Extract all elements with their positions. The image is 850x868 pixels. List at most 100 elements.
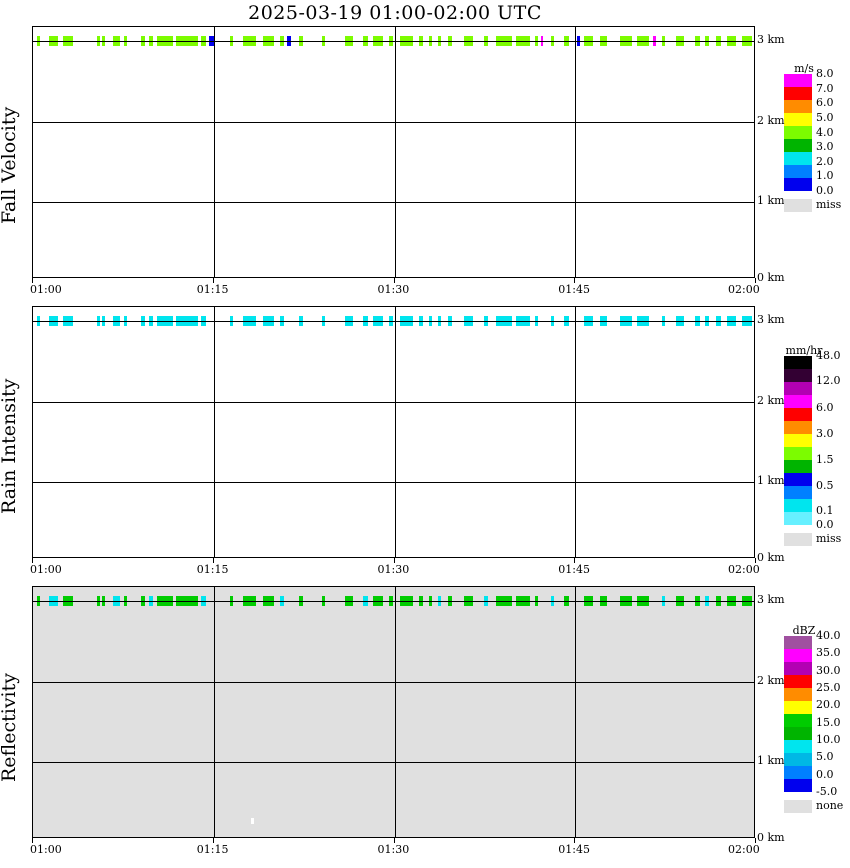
colorbar-tick-label: 0.1 xyxy=(816,504,834,518)
colorbar-swatch xyxy=(784,499,812,512)
colorbar-swatch xyxy=(784,165,812,178)
colorbar-missing-label: miss xyxy=(816,198,842,211)
x-axis-tick xyxy=(574,558,576,563)
colorbar-swatch xyxy=(784,356,812,369)
gridline-horizontal xyxy=(33,600,754,602)
x-axis-tick xyxy=(212,558,214,563)
colorbar-swatch xyxy=(784,178,812,191)
colorbar-tick-label: 0.0 xyxy=(816,184,834,197)
colorbar-swatch xyxy=(784,473,812,486)
colorbar-swatch xyxy=(784,447,812,460)
gridline-vertical xyxy=(575,27,577,277)
colorbar-swatch xyxy=(784,369,812,382)
y-axis-tick-label: 2 km xyxy=(757,393,785,407)
x-axis-tick-label: 01:30 xyxy=(377,843,410,856)
panel-fall-velocity xyxy=(32,26,755,278)
colorbar-swatch xyxy=(784,740,812,753)
gridline-horizontal xyxy=(33,762,754,764)
colorbar-swatch xyxy=(784,113,812,126)
gridline-vertical xyxy=(394,307,396,557)
colorbar-swatch xyxy=(784,779,812,792)
y-axis-tick-label: 3 km xyxy=(757,312,785,326)
colorbar-rain-intensity: 0.0 0.1 0.5 1.5 3.0 6.0 12.0 48.0 xyxy=(784,349,841,531)
x-axis-tick xyxy=(393,558,395,563)
colorbar-tick-label: 0.0 xyxy=(816,518,834,531)
colorbar-swatch xyxy=(784,434,812,447)
data-layer-fall-velocity xyxy=(33,27,754,277)
x-axis-tick-label: 01:45 xyxy=(558,283,590,296)
colorbar-swatch xyxy=(784,688,812,701)
colorbar-tick-label: 0.5 xyxy=(816,479,834,493)
axis-title-reflectivity: Reflectivity xyxy=(0,673,20,783)
gridline-vertical xyxy=(575,307,577,557)
x-axis-tick-label: 01:30 xyxy=(377,283,410,296)
x-axis-tick-label: 01:45 xyxy=(558,843,590,856)
colorbar-swatch xyxy=(784,126,812,139)
y-axis-tick-label: 1 km xyxy=(757,474,785,488)
y-axis-tick-label: 1 km xyxy=(757,194,785,208)
x-axis-tick-label: 02:00 xyxy=(728,563,760,576)
colorbar-reflectivity: -5.0 0.0 5.0 10.0 15.0 20.0 25.0 30.0 35.0 40.0 xyxy=(784,629,841,798)
gridline-vertical xyxy=(394,587,396,837)
gridline-horizontal xyxy=(33,681,754,683)
x-axis-tick xyxy=(212,278,214,283)
colorbar-swatch xyxy=(784,87,812,100)
axis-title-rain-intensity: Rain Intensity xyxy=(0,378,20,514)
colorbar-tick-label: 5.0 xyxy=(816,750,834,764)
colorbar-swatch xyxy=(784,649,812,662)
x-axis-tick xyxy=(755,558,756,563)
y-axis-tick-label: 0 km xyxy=(757,831,785,844)
colorbar-tick-label: 4.0 xyxy=(816,125,834,139)
colorbar-tick-label: 5.0 xyxy=(816,110,834,124)
gridline-horizontal xyxy=(33,482,754,484)
colorbar-swatch xyxy=(784,727,812,740)
colorbar-tick-label: 1.5 xyxy=(816,452,834,466)
gridline-horizontal xyxy=(33,40,754,42)
colorbar-swatch xyxy=(784,753,812,766)
colorbar-tick-label: 3.0 xyxy=(816,140,834,154)
data-layer-rain-intensity xyxy=(33,307,754,557)
x-axis-tick xyxy=(574,838,576,843)
colorbar-tick-label: 20.0 xyxy=(816,698,841,712)
colorbar-tick-label: 3.0 xyxy=(816,426,834,440)
y-axis-tick-label: 0 km xyxy=(757,271,785,284)
colorbar-tick-label: 7.0 xyxy=(816,81,834,95)
colorbar-swatch xyxy=(784,636,812,649)
colorbar-unit-rain-intensity: mm/hr xyxy=(785,344,823,357)
page-title: 2025-03-19 01:00-02:00 UTC xyxy=(248,2,542,24)
x-axis-tick xyxy=(32,278,33,283)
data-layer-reflectivity xyxy=(33,587,754,837)
colorbar-tick-label: 6.0 xyxy=(816,96,834,110)
colorbar-swatch xyxy=(784,100,812,113)
x-axis-tick-label: 01:00 xyxy=(30,563,62,576)
x-axis-tick-label: 01:00 xyxy=(30,283,62,296)
colorbar-tick-label: 40.0 xyxy=(816,629,841,642)
x-axis-tick xyxy=(755,278,756,283)
colorbar-tick-label: 48.0 xyxy=(816,349,841,362)
x-axis-tick-label: 01:30 xyxy=(377,563,410,576)
x-axis-tick xyxy=(212,838,214,843)
colorbar-swatch xyxy=(784,152,812,165)
panel-rain-intensity xyxy=(32,306,755,558)
colorbar-swatch xyxy=(784,486,812,499)
colorbar-missing-swatch xyxy=(784,533,812,546)
x-axis-tick xyxy=(393,278,395,283)
colorbar-missing-label: none xyxy=(816,799,844,812)
y-axis-tick-label: 3 km xyxy=(757,32,785,46)
colorbar-swatch xyxy=(784,382,812,395)
colorbar-swatch xyxy=(784,662,812,675)
colorbar-tick-label: 25.0 xyxy=(816,681,841,694)
colorbar-swatch xyxy=(784,766,812,779)
colorbar-missing-swatch xyxy=(784,800,812,813)
data-speck xyxy=(251,818,254,824)
x-axis-tick-label: 02:00 xyxy=(728,843,760,856)
colorbar-swatch xyxy=(784,139,812,152)
axis-title-fall-velocity: Fall Velocity xyxy=(0,106,20,224)
colorbar-unit-fall-velocity: m/s xyxy=(794,62,814,75)
y-axis-tick-label: 2 km xyxy=(757,113,785,127)
y-axis-tick-label: 3 km xyxy=(757,592,785,606)
gridline-vertical xyxy=(575,587,577,837)
colorbar-tick-label: 10.0 xyxy=(816,733,841,746)
x-axis-tick-label: 01:15 xyxy=(196,563,229,576)
